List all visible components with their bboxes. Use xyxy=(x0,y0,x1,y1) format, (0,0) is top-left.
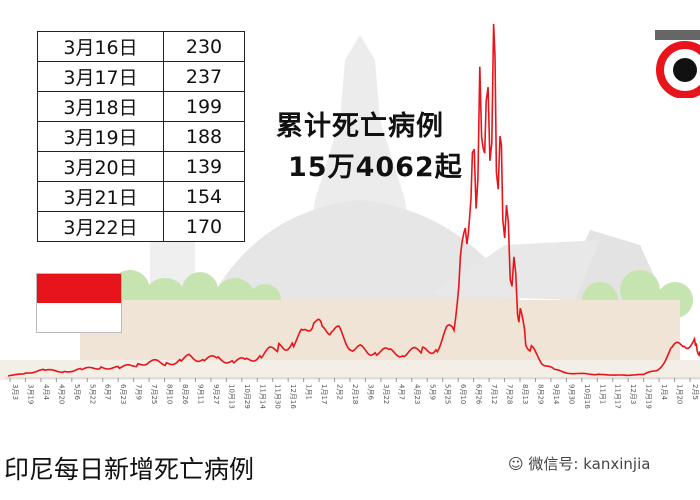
x-tick-label: 10月16 xyxy=(583,384,591,409)
x-tick-label: 6月26 xyxy=(475,384,483,405)
x-tick-label: 11月1 xyxy=(598,384,606,404)
x-tick-label: 12月19 xyxy=(645,384,653,409)
x-tick-label: 5月25 xyxy=(444,384,452,404)
date-cell: 3月21日 xyxy=(37,181,164,212)
x-tick-label: 2月5 xyxy=(691,384,699,400)
series-line-daily-deaths xyxy=(7,23,700,377)
x-tick-label: 4月23 xyxy=(413,384,421,404)
date-cell: 3月19日 xyxy=(37,121,164,152)
x-tick-label: 7月9 xyxy=(135,384,143,400)
x-tick-label: 1月1 xyxy=(305,384,313,400)
x-tick-label: 8月26 xyxy=(181,384,189,405)
table-row: 3月22日 170 xyxy=(37,211,245,242)
wechat-icon: ☺ xyxy=(508,455,529,473)
x-tick-label: 9月27 xyxy=(212,384,220,404)
x-tick-label: 3月3 xyxy=(11,384,19,400)
value-cell: 237 xyxy=(163,61,245,92)
x-tick-label: 9月30 xyxy=(567,384,575,404)
x-tick-label: 11月30 xyxy=(274,384,282,409)
cumulative-deaths-value: 15万4062起 xyxy=(288,152,463,183)
indonesia-flag-icon xyxy=(36,273,122,333)
x-tick-label: 8月13 xyxy=(521,384,529,404)
table-row: 3月17日 237 xyxy=(37,61,245,92)
x-tick-label: 2月2 xyxy=(336,384,344,400)
x-tick-label: 5月22 xyxy=(88,384,96,404)
x-tick-label: 10月29 xyxy=(243,384,251,409)
x-tick-label: 8月10 xyxy=(166,384,174,404)
date-cell: 3月18日 xyxy=(37,91,164,122)
table-row: 3月18日 199 xyxy=(37,91,245,122)
wechat-watermark: ☺ 微信号: kanxinjia xyxy=(508,453,650,474)
table-row: 3月20日 139 xyxy=(37,151,245,182)
table-row: 3月16日 230 xyxy=(37,31,245,62)
x-tick-label: 10月13 xyxy=(227,384,235,409)
x-tick-label: 9月11 xyxy=(196,384,204,404)
x-tick-label: 3月19 xyxy=(26,384,34,404)
date-cell: 3月17日 xyxy=(37,61,164,92)
cumulative-deaths-label: 累计死亡病例 xyxy=(276,111,444,142)
x-tick-label: 7月25 xyxy=(150,384,158,404)
table-row: 3月19日 188 xyxy=(37,121,245,152)
x-tick-label: 4月4 xyxy=(42,384,50,400)
x-tick-label: 11月17 xyxy=(614,384,622,409)
x-tick-label: 5月9 xyxy=(428,384,436,400)
x-tick-label: 9月14 xyxy=(552,384,560,405)
x-tick-label: 1月20 xyxy=(676,384,684,404)
x-tick-label: 6月23 xyxy=(119,384,127,404)
value-cell: 199 xyxy=(163,91,245,122)
x-tick-label: 7月12 xyxy=(490,384,498,404)
value-cell: 170 xyxy=(163,211,245,242)
x-tick-label: 11月14 xyxy=(258,384,266,409)
x-tick-label: 6月7 xyxy=(104,384,112,400)
x-tick-label: 8月29 xyxy=(536,384,544,404)
value-cell: 188 xyxy=(163,121,245,152)
table-row: 3月21日 154 xyxy=(37,181,245,212)
publisher-logo-icon xyxy=(655,30,700,98)
x-tick-label: 12月3 xyxy=(629,384,637,404)
x-tick-label: 4月7 xyxy=(397,384,405,400)
chart-title: 印尼每日新增死亡病例 xyxy=(4,455,255,484)
date-cell: 3月22日 xyxy=(37,211,164,242)
x-tick-label: 4月20 xyxy=(57,384,65,404)
recent-deaths-table: 3月16日 230 3月17日 237 3月18日 199 3月19日 188 3月20日 139… xyxy=(37,31,245,242)
x-tick-label: 3月22 xyxy=(382,384,390,404)
x-tick-label: 5月6 xyxy=(73,384,81,400)
x-tick-label: 7月28 xyxy=(506,384,514,404)
x-tick-label: 12月16 xyxy=(289,384,297,409)
date-cell: 3月20日 xyxy=(37,151,164,182)
value-cell: 230 xyxy=(163,31,245,62)
x-tick-label: 2月18 xyxy=(351,384,359,404)
x-tick-label: 1月17 xyxy=(320,384,328,404)
value-cell: 139 xyxy=(163,151,245,182)
x-tick-label: 6月10 xyxy=(459,384,467,404)
x-tick-label: 3月6 xyxy=(366,384,374,400)
x-tick-label: 1月4 xyxy=(660,384,668,400)
watermark-text: 微信号: kanxinjia xyxy=(528,455,651,473)
value-cell: 154 xyxy=(163,181,245,212)
date-cell: 3月16日 xyxy=(37,31,164,62)
